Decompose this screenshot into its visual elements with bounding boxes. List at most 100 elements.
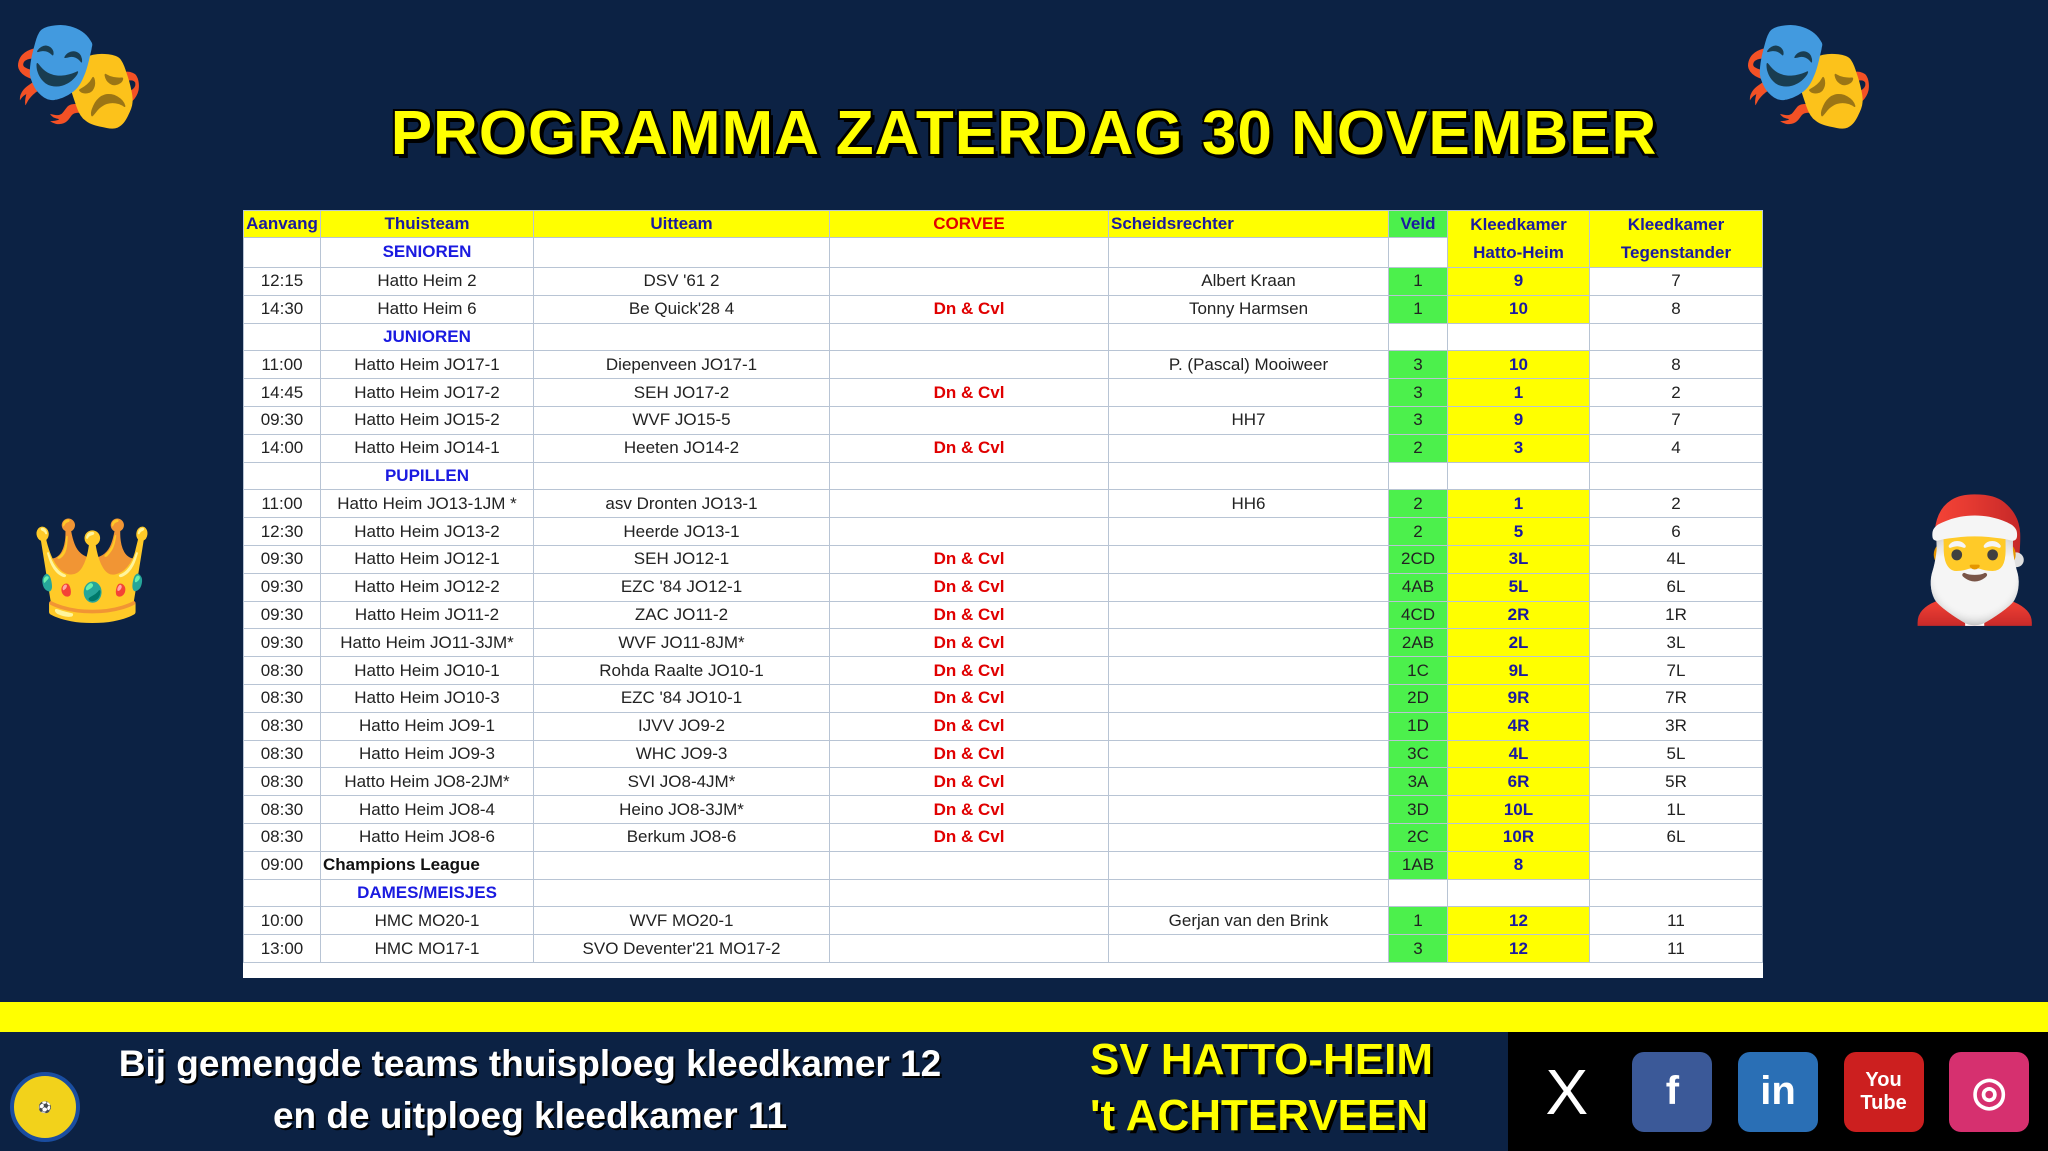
empty-cell bbox=[1589, 461, 1763, 491]
club-name-line1: SV HATTO-HEIM bbox=[1090, 1035, 1434, 1084]
header-kk-away-line2: Tegenstander bbox=[1620, 243, 1732, 262]
header-kleedkamer-hatto-heim: Kleedkamer Hatto-Heim bbox=[1447, 210, 1590, 268]
empty-cell bbox=[1108, 878, 1389, 908]
cell-scheidsrechter bbox=[1108, 544, 1389, 574]
cell-scheidsrechter bbox=[1108, 683, 1389, 713]
cell-kleedkamer-tegenstander: 6L bbox=[1589, 822, 1763, 852]
empty-cell bbox=[829, 236, 1109, 269]
empty-cell bbox=[1388, 461, 1448, 491]
x-icon[interactable]: X bbox=[1526, 1051, 1607, 1132]
cell-aanvang: 09:30 bbox=[243, 405, 321, 435]
cell-kleedkamer-tegenstander: 4 bbox=[1589, 433, 1763, 463]
cell-scheidsrechter bbox=[1108, 767, 1389, 797]
cell-kleedkamer-tegenstander: 1L bbox=[1589, 795, 1763, 824]
cell-thuisteam: Champions League bbox=[320, 850, 534, 880]
header-thuisteam: Thuisteam bbox=[320, 210, 534, 238]
cell-aanvang: 08:30 bbox=[243, 822, 321, 852]
section-label: PUPILLEN bbox=[320, 461, 534, 491]
cell-kleedkamer-hatto-heim: 10R bbox=[1447, 822, 1590, 852]
cell-kleedkamer-hatto-heim: 5 bbox=[1447, 517, 1590, 546]
cell-kleedkamer-tegenstander: 6L bbox=[1589, 572, 1763, 602]
cell-uitteam: SEH JO17-2 bbox=[533, 378, 830, 407]
sinterklaas-decoration: 🎅 bbox=[1900, 493, 2048, 627]
empty-cell bbox=[829, 461, 1109, 491]
cell-veld: 3 bbox=[1388, 934, 1448, 963]
cell-uitteam: WVF JO15-5 bbox=[533, 405, 830, 435]
cell-corvee: Dn & Cvl bbox=[829, 767, 1109, 797]
cell-aanvang: 14:00 bbox=[243, 433, 321, 463]
empty-cell bbox=[1108, 461, 1389, 491]
cell-kleedkamer-hatto-heim: 10L bbox=[1447, 795, 1590, 824]
cell-kleedkamer-tegenstander: 2 bbox=[1589, 489, 1763, 519]
cell-thuisteam: Hatto Heim JO11-2 bbox=[320, 600, 534, 630]
zwarte-pieten-decoration-left: 🎭 bbox=[10, 13, 147, 136]
cell-aanvang: 09:30 bbox=[243, 544, 321, 574]
cell-scheidsrechter: Gerjan van den Brink bbox=[1108, 906, 1389, 936]
header-corvee: CORVEE bbox=[829, 210, 1109, 238]
cell-kleedkamer-hatto-heim: 2L bbox=[1447, 628, 1590, 658]
cell-scheidsrechter: HH6 bbox=[1108, 489, 1389, 519]
cell-thuisteam: Hatto Heim 6 bbox=[320, 294, 534, 324]
empty-cell bbox=[244, 962, 1763, 978]
cell-scheidsrechter bbox=[1108, 656, 1389, 685]
cell-uitteam: SVO Deventer'21 MO17-2 bbox=[533, 934, 830, 963]
instagram-icon[interactable]: ◎ bbox=[1949, 1051, 2030, 1132]
cell-thuisteam: HMC MO17-1 bbox=[320, 934, 534, 963]
facebook-icon[interactable]: f bbox=[1632, 1051, 1713, 1132]
cell-scheidsrechter bbox=[1108, 739, 1389, 769]
table-row: 09:30 Hatto Heim JO11-3JM* WVF JO11-8JM* Dn… bbox=[243, 628, 1763, 658]
table-row: 14:45 Hatto Heim JO17-2 SEH JO17-2 Dn & Cvl… bbox=[243, 378, 1763, 407]
cell-scheidsrechter bbox=[1108, 378, 1389, 407]
cell-uitteam: Be Quick'28 4 bbox=[533, 294, 830, 324]
cell-corvee bbox=[829, 850, 1109, 880]
mitre-staff-decoration: 👑 bbox=[30, 514, 155, 626]
empty-cell bbox=[1589, 878, 1763, 908]
header-aanvang: Aanvang bbox=[243, 210, 321, 238]
cell-kleedkamer-tegenstander: 8 bbox=[1589, 350, 1763, 380]
youtube-icon[interactable]: You Tube bbox=[1843, 1051, 1924, 1132]
cell-uitteam: IJVV JO9-2 bbox=[533, 711, 830, 741]
cell-kleedkamer-hatto-heim: 2R bbox=[1447, 600, 1590, 630]
table-row: 09:30 Hatto Heim JO11-2 ZAC JO11-2 Dn & Cvl… bbox=[243, 600, 1763, 630]
cell-kleedkamer-hatto-heim: 10 bbox=[1447, 350, 1590, 380]
cell-uitteam: Rohda Raalte JO10-1 bbox=[533, 656, 830, 685]
table-row: 12:30 Hatto Heim JO13-2 Heerde JO13-1 2 5 6 bbox=[243, 517, 1763, 546]
table-row: 09:00 Champions League 1AB 8 bbox=[243, 850, 1763, 880]
header-uitteam: Uitteam bbox=[533, 210, 830, 238]
cell-kleedkamer-hatto-heim: 4L bbox=[1447, 739, 1590, 769]
empty-cell bbox=[243, 236, 321, 269]
cell-corvee: Dn & Cvl bbox=[829, 294, 1109, 324]
match-schedule-table: Aanvang Thuisteam Uitteam CORVEE Scheids… bbox=[243, 210, 1763, 979]
cell-veld: 3A bbox=[1388, 767, 1448, 797]
cell-corvee: Dn & Cvl bbox=[829, 544, 1109, 574]
cell-aanvang: 11:00 bbox=[243, 350, 321, 380]
cell-thuisteam: Hatto Heim 2 bbox=[320, 267, 534, 296]
club-name-line2: 't ACHTERVEEN bbox=[1090, 1091, 1429, 1140]
cell-kleedkamer-hatto-heim: 9 bbox=[1447, 267, 1590, 296]
section-label: SENIOREN bbox=[320, 236, 534, 269]
table-row: 10:00 HMC MO20-1 WVF MO20-1 Gerjan van den … bbox=[243, 906, 1763, 936]
linkedin-icon[interactable]: in bbox=[1737, 1051, 1818, 1132]
cell-corvee: Dn & Cvl bbox=[829, 628, 1109, 658]
cell-kleedkamer-hatto-heim: 12 bbox=[1447, 934, 1590, 963]
cell-uitteam: asv Dronten JO13-1 bbox=[533, 489, 830, 519]
table-row: 12:15 Hatto Heim 2 DSV '61 2 Albert Kraan 1 9… bbox=[243, 267, 1763, 296]
cell-scheidsrechter bbox=[1108, 795, 1389, 824]
cell-thuisteam: Hatto Heim JO11-3JM* bbox=[320, 628, 534, 658]
cell-kleedkamer-tegenstander bbox=[1589, 850, 1763, 880]
cell-veld: 3C bbox=[1388, 739, 1448, 769]
cell-kleedkamer-hatto-heim: 12 bbox=[1447, 906, 1590, 936]
table-row: 08:30 Hatto Heim JO8-6 Berkum JO8-6 Dn & Cv… bbox=[243, 822, 1763, 852]
cell-kleedkamer-tegenstander: 7 bbox=[1589, 405, 1763, 435]
table-row: 08:30 Hatto Heim JO10-3 EZC '84 JO10-1 Dn &… bbox=[243, 683, 1763, 713]
cell-corvee bbox=[829, 934, 1109, 963]
cell-corvee: Dn & Cvl bbox=[829, 822, 1109, 852]
cell-corvee: Dn & Cvl bbox=[829, 600, 1109, 630]
table-row: 14:30 Hatto Heim 6 Be Quick'28 4 Dn & Cvl To… bbox=[243, 294, 1763, 324]
cell-uitteam: Berkum JO8-6 bbox=[533, 822, 830, 852]
header-kk-away-line1: Kleedkamer bbox=[1627, 215, 1725, 234]
cell-thuisteam: HMC MO20-1 bbox=[320, 906, 534, 936]
cell-uitteam: SVI JO8-4JM* bbox=[533, 767, 830, 797]
cell-thuisteam: Hatto Heim JO14-1 bbox=[320, 433, 534, 463]
